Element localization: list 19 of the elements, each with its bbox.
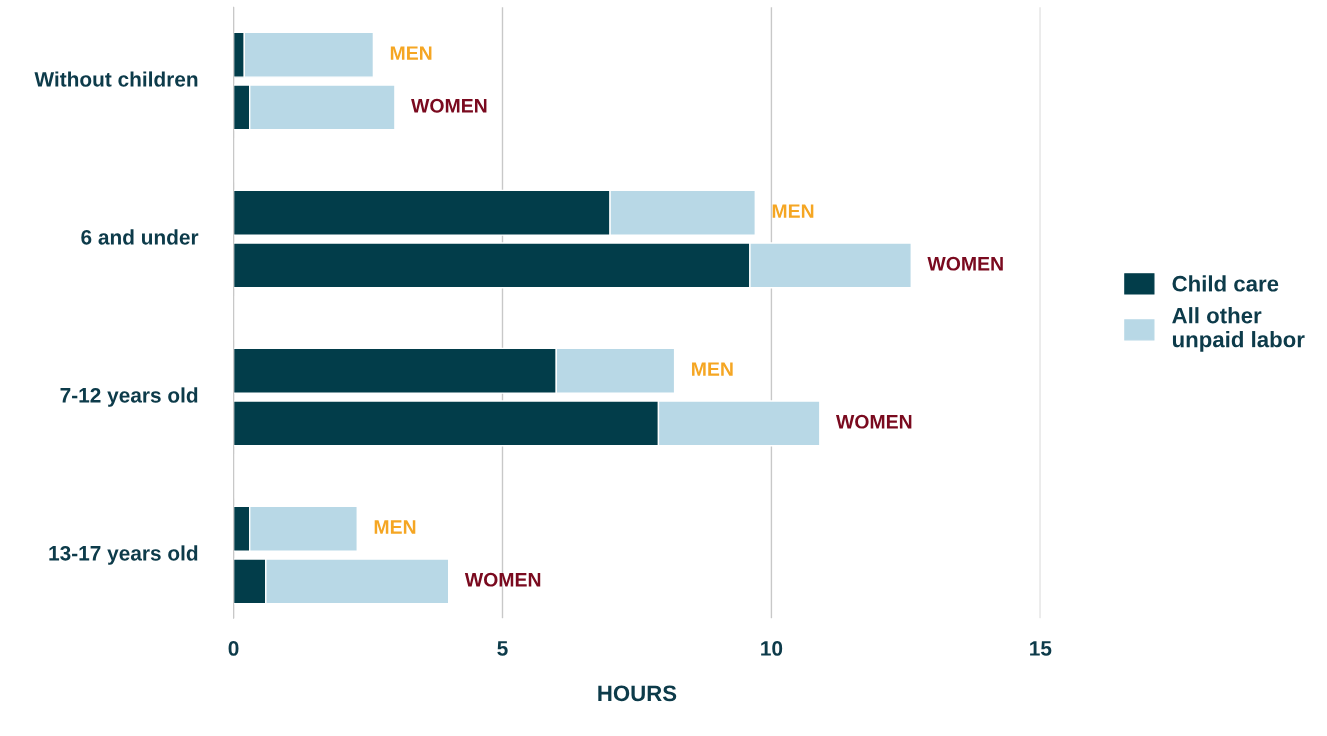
y-tick-label: MEN	[692, 362, 733, 376]
legend-label: Child care	[1172, 275, 1279, 292]
x-tick-label: 5	[497, 641, 508, 656]
x-tick-label: 10	[761, 641, 783, 656]
y-tick-label: WOMEN	[464, 572, 541, 587]
x-axis-title: HOURS	[598, 685, 677, 702]
y-tick-label: WOMEN	[927, 256, 1003, 271]
x-tick-label: 0	[228, 641, 239, 656]
text: 7-12 years old	[60, 387, 198, 407]
y-tick-label: MEN	[390, 46, 432, 60]
y-tick-label: WOMEN	[411, 98, 487, 113]
y-tick-label: WOMEN	[835, 414, 912, 429]
text: 13-17 years old	[49, 545, 198, 565]
y-tick-label: MEN	[374, 520, 416, 534]
text: Without children	[34, 71, 198, 87]
x-tick-label: 15	[1030, 641, 1052, 656]
text: 6 and under	[81, 229, 199, 245]
y-tick-label: MEN	[772, 204, 814, 218]
legend-label: All other unpaid labor	[1172, 307, 1305, 352]
